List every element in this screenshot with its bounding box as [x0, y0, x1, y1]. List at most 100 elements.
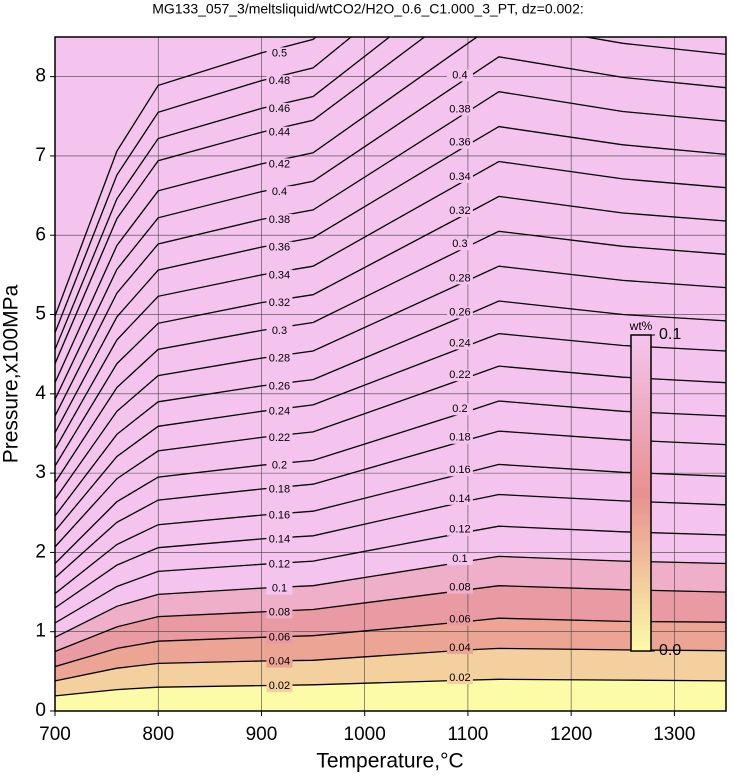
contour-label-bg	[266, 680, 293, 693]
contour-label-bg	[446, 170, 473, 183]
contour-line	[55, 37, 317, 317]
colorbar-step	[631, 356, 651, 362]
contour-label-bg	[266, 533, 293, 546]
plot-area: 0.02 0.02 0.04 0.04 0.06 0.06 0.08 0.08 0.1 0.1 0.…	[55, 37, 726, 711]
colorbar-step	[631, 345, 651, 352]
contour-label-bg	[266, 405, 293, 418]
contour-line	[55, 430, 726, 579]
colorbar-step	[631, 392, 651, 399]
colorbar-step	[631, 566, 651, 573]
contour-label: 0.48	[269, 75, 290, 87]
contour-label: 0.16	[449, 464, 470, 476]
contour-line	[55, 56, 726, 400]
contour-label: 0.26	[269, 380, 290, 392]
contour-label: 0.02	[449, 672, 470, 684]
contour-label: 0.2	[272, 460, 287, 472]
contour-line	[55, 300, 726, 517]
colorbar-step	[631, 503, 651, 510]
colorbar-step	[631, 387, 651, 394]
contour-label: 0.22	[269, 432, 290, 444]
y-tick-label: 7	[35, 145, 46, 166]
contour-line	[55, 37, 353, 334]
contour-label-bg	[266, 241, 293, 254]
contour-line	[55, 37, 426, 364]
colorbar-step	[631, 398, 651, 404]
contour-label-bg	[266, 324, 293, 337]
contour-label: 0.46	[269, 103, 290, 115]
y-tick-label: 0	[35, 700, 46, 721]
colorbar-step	[631, 487, 651, 494]
colorbar-frame	[630, 334, 652, 652]
contour-label-bg	[266, 606, 293, 619]
colorbar-step	[631, 340, 651, 347]
contour-line	[55, 37, 726, 383]
x-tick-label: 1200	[550, 724, 592, 745]
colorbar-step	[631, 529, 651, 536]
contour-line	[55, 125, 726, 434]
contour-label: 0.28	[269, 353, 290, 365]
contour-label: 0.04	[449, 642, 470, 654]
contour-label-bg	[446, 337, 473, 350]
contour-label: 0.02	[269, 680, 290, 692]
contour-label-bg	[446, 69, 473, 82]
contour-label: 0.32	[269, 297, 290, 309]
contour-label: 0.3	[272, 325, 287, 337]
contour-label-bg	[446, 464, 473, 477]
contour-label-bg	[446, 492, 473, 505]
contour-label-bg	[266, 631, 293, 644]
contour-label-bg	[446, 272, 473, 285]
x-tick-label: 1000	[344, 724, 386, 745]
contour-line	[55, 493, 726, 609]
contour-label-bg	[446, 403, 473, 416]
colorbar-step	[631, 350, 651, 357]
contour-label-bg	[446, 103, 473, 116]
colorbar-step	[631, 477, 651, 483]
colorbar-step	[631, 572, 651, 578]
colorbar-step	[631, 635, 651, 641]
contour-label-bg	[266, 47, 293, 60]
contour-label: 0.18	[449, 432, 470, 444]
contour-line	[55, 365, 726, 548]
contour-label-bg	[266, 126, 293, 139]
contour-label: 0.24	[449, 337, 470, 349]
colorbar-step	[631, 482, 651, 489]
contour-label: 0.26	[449, 306, 470, 318]
contour-label: 0.08	[449, 582, 470, 594]
colorbar-step	[631, 498, 651, 505]
contour-line	[55, 332, 726, 532]
overlay: 700 800 900 1000 1100 1200 1300 0 1 2 3 4 5 6 7 8 wt% 0.0…	[35, 66, 695, 745]
contour-label-bg	[266, 297, 293, 310]
contour-label: 0.2	[452, 403, 467, 415]
contour-label-bg	[266, 509, 293, 522]
colorbar-step	[631, 414, 651, 420]
contour-label: 0.5	[272, 47, 287, 59]
colorbar-step	[631, 377, 651, 383]
colorbar-step	[631, 382, 651, 389]
colorbar-label: wt%	[629, 319, 653, 333]
contour-label-bg	[446, 431, 473, 444]
colorbar-tick-label: 0.1	[659, 326, 681, 343]
contour-label-bg	[446, 581, 473, 594]
contour-label-bg	[266, 352, 293, 365]
y-axis-label: Pressure,x100MPa	[0, 284, 23, 463]
contour-label: 0.16	[269, 510, 290, 522]
contour-label: 0.06	[449, 613, 470, 625]
colorbar-step	[631, 603, 651, 610]
contour-label: 0.3	[452, 238, 467, 250]
contour-label-bg	[266, 158, 293, 171]
contour-label: 0.1	[272, 583, 287, 595]
colorbar-step	[631, 371, 651, 378]
contour-label-bg	[446, 553, 473, 566]
colorbar-step	[631, 624, 651, 631]
x-tick-label: 1100	[447, 724, 488, 745]
y-tick-label: 5	[35, 304, 46, 325]
contour-label: 0.22	[449, 369, 470, 381]
contour-line	[55, 463, 726, 595]
contour-label-bg	[266, 269, 293, 282]
colorbar-step	[631, 556, 651, 562]
colorbar-step	[631, 471, 651, 478]
contour-label-bg	[266, 483, 293, 496]
y-tick-label: 3	[35, 462, 46, 483]
colorbar-step	[631, 614, 651, 620]
